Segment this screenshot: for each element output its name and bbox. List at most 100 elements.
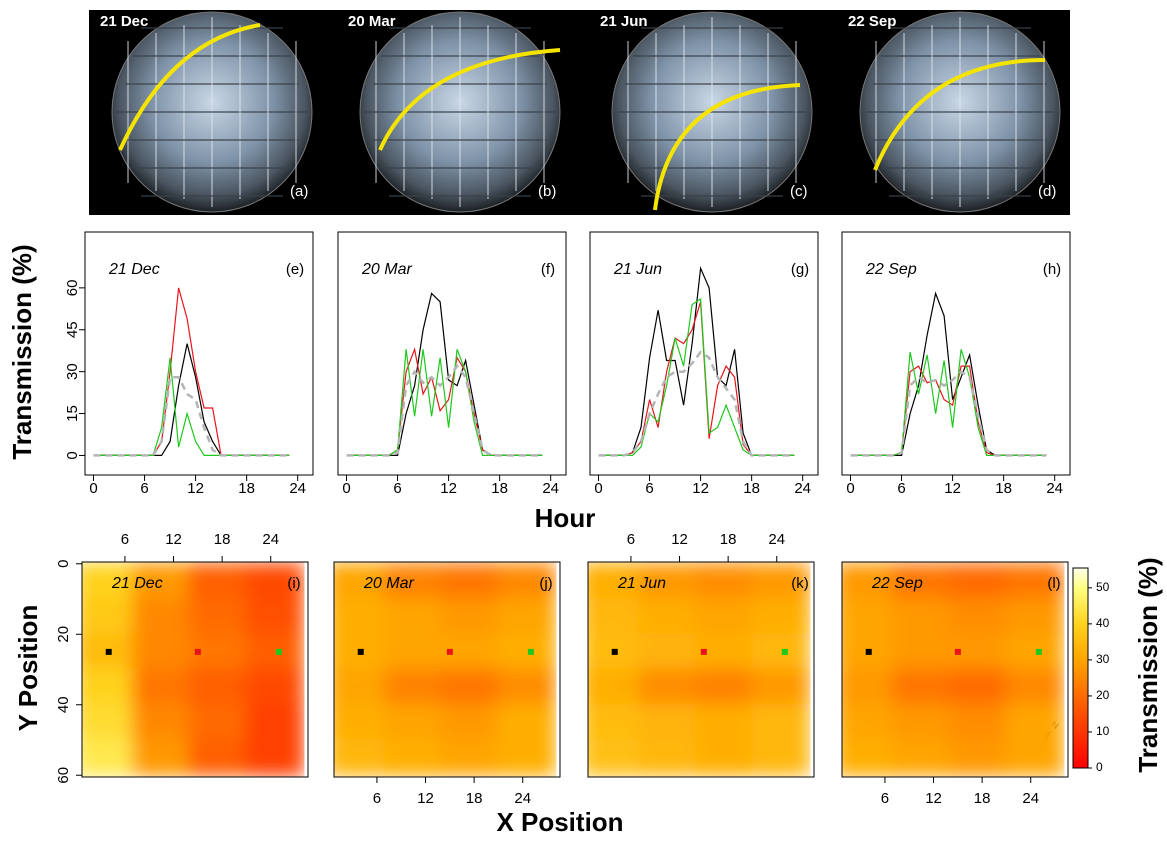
series-line xyxy=(93,375,290,457)
x-axis-label: Hour xyxy=(535,503,596,533)
heatmap-cell xyxy=(132,668,191,706)
heatmap-cell xyxy=(384,562,443,601)
plot-frame xyxy=(841,561,1069,778)
heatmap-cell xyxy=(694,738,754,777)
heatmap-cell xyxy=(588,598,641,636)
heatmap-cell xyxy=(497,738,557,777)
x-tick-label: 12 xyxy=(692,480,709,497)
photo-tag: (d) xyxy=(1038,183,1056,200)
x-tick-label: 0 xyxy=(342,480,350,497)
heatmap-cell xyxy=(132,562,191,601)
heatmap-cell xyxy=(892,738,951,777)
heatmap-cell xyxy=(188,562,248,601)
x-tick-label: 6 xyxy=(897,480,905,497)
heatmap-cell xyxy=(842,738,895,777)
panel-tag: (h) xyxy=(1043,261,1061,278)
heatmap-cell xyxy=(638,738,697,777)
sample-point xyxy=(1035,648,1042,655)
heatmap-cells xyxy=(82,562,305,777)
heatmap-cell xyxy=(334,738,387,777)
series-line xyxy=(93,357,290,456)
x-tick-label: 24 xyxy=(794,480,811,497)
x-tick-label: 12 xyxy=(417,790,434,807)
heatmap-cell xyxy=(82,598,135,636)
photo-date: 21 Jun xyxy=(600,13,648,30)
plot-frame xyxy=(84,231,314,476)
heatmap-cell xyxy=(497,562,557,601)
panel-title: 20 Mar xyxy=(361,261,412,278)
heatmap-cell xyxy=(1005,562,1065,601)
series-line xyxy=(93,287,290,456)
panel-title: 20 Mar xyxy=(363,575,414,592)
sun-path xyxy=(378,48,561,151)
heatmap-cell xyxy=(440,668,500,706)
plot-frame xyxy=(587,561,815,778)
heatmap-cell xyxy=(384,633,443,671)
sample-point xyxy=(527,648,534,655)
heatmap-cell xyxy=(132,633,191,671)
x-tick-label: 6 xyxy=(881,790,889,807)
heatmap-cell xyxy=(892,703,951,741)
sample-point xyxy=(611,648,618,655)
sun-path xyxy=(653,83,801,211)
sun-path xyxy=(118,23,261,151)
heatmap-cell xyxy=(948,598,1008,636)
panel-title: 22 Sep xyxy=(871,575,923,592)
panel-tag: (j) xyxy=(539,575,552,592)
sample-point xyxy=(357,648,364,655)
heatmap-cells xyxy=(334,562,557,777)
plot-frame xyxy=(589,231,819,476)
plot-frame xyxy=(81,561,309,778)
x-tick-label: 18 xyxy=(743,480,760,497)
heatmap-cell xyxy=(245,562,305,601)
heatmap-cell xyxy=(188,598,248,636)
plot-frame xyxy=(841,231,1071,476)
panel-title: 21 Dec xyxy=(111,575,163,592)
heatmap-cells xyxy=(842,562,1065,777)
x-tick-label: 24 xyxy=(262,531,279,548)
panel-tag: (e) xyxy=(286,261,304,278)
heatmap-cell xyxy=(440,598,500,636)
x-tick-label: 24 xyxy=(1022,790,1039,807)
series-line xyxy=(850,291,1047,456)
heatmap-cell xyxy=(440,738,500,777)
heatmap-cell xyxy=(588,562,641,601)
heatmap-cell xyxy=(82,562,135,601)
heatmap-cell xyxy=(638,703,697,741)
x-tick-label: 6 xyxy=(121,531,129,548)
panel-title: 22 Sep xyxy=(865,261,917,278)
sample-point xyxy=(446,648,453,655)
y-tick-label: 15 xyxy=(64,405,81,422)
heatmap-cell xyxy=(82,668,135,706)
panel-title: 21 Jun xyxy=(617,575,666,592)
heatmap-cell xyxy=(440,562,500,601)
heatmap-cell xyxy=(948,738,1008,777)
x-tick-label: 24 xyxy=(1046,480,1063,497)
y-tick-label: 0 xyxy=(55,560,72,568)
heatmap-cell xyxy=(638,562,697,601)
heatmap-cell xyxy=(638,633,697,671)
heatmap-cell xyxy=(1005,738,1065,777)
y-tick-label: 30 xyxy=(64,363,81,380)
heatmap-cell xyxy=(751,633,811,671)
x-tick-label: 18 xyxy=(995,480,1012,497)
heatmap-cell xyxy=(1005,703,1065,741)
heatmap-cell xyxy=(132,738,191,777)
x-tick-label: 0 xyxy=(89,480,97,497)
heatmap-cell xyxy=(245,703,305,741)
heatmap-cell xyxy=(384,668,443,706)
x-tick-label: 6 xyxy=(627,531,635,548)
sun-path xyxy=(873,58,1046,171)
x-tick-label: 24 xyxy=(514,790,531,807)
heatmap-cell xyxy=(132,703,191,741)
heatmap xyxy=(334,562,557,777)
heatmap-cell xyxy=(440,703,500,741)
heatmap-cell xyxy=(842,633,895,671)
series-line xyxy=(93,343,290,456)
plot-frame xyxy=(333,561,561,778)
heatmap-cell xyxy=(334,598,387,636)
y-tick-label: 20 xyxy=(55,626,72,643)
colorbar xyxy=(1072,567,1089,769)
photo-date: 22 Sep xyxy=(848,13,896,30)
